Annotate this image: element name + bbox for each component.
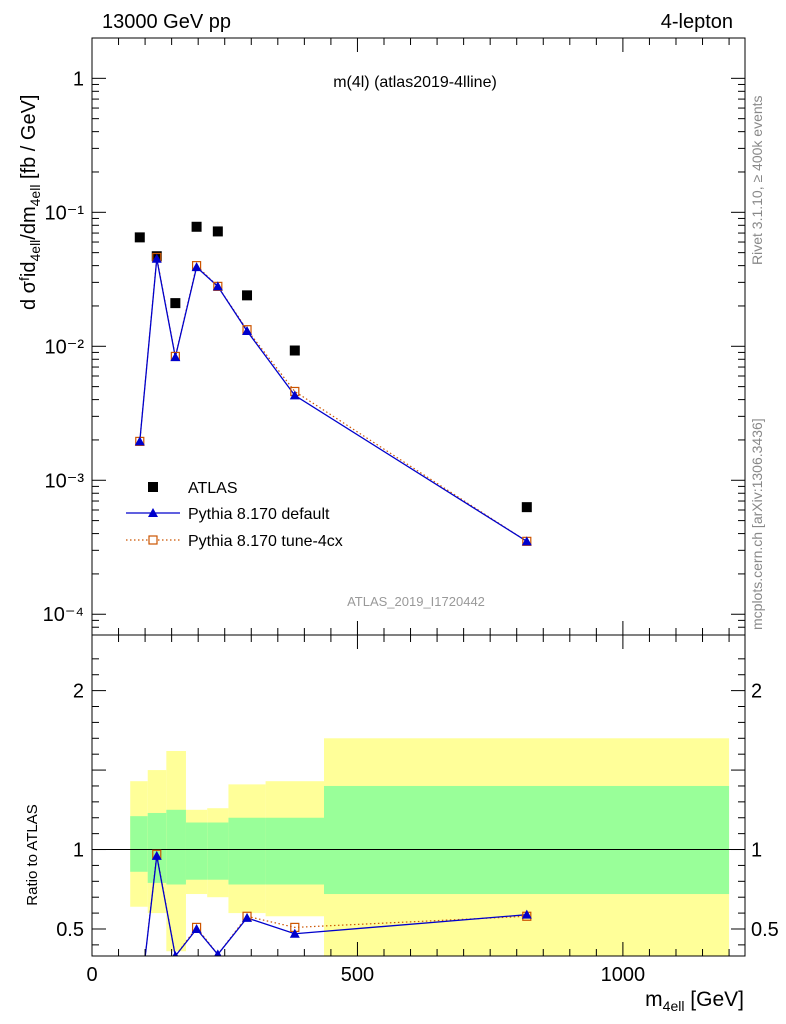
default-point <box>191 262 202 272</box>
inner-band-2 <box>166 809 186 885</box>
ratio-tune4cx-line <box>144 854 527 956</box>
inner-band-1 <box>147 812 167 883</box>
x-axis-label: m4ell [GeV] <box>645 988 744 1014</box>
y-tick-label: 1 <box>73 68 84 90</box>
default-point <box>521 536 532 546</box>
legend-atlas-marker <box>148 482 158 492</box>
plot-title: m(4l) (atlas2019-4lline) <box>333 74 497 91</box>
ratio-y-tick-label: 1 <box>73 840 84 862</box>
default-point <box>242 326 253 336</box>
tune4cx-line <box>139 257 528 542</box>
default-line <box>139 258 528 542</box>
legend-label: ATLAS <box>188 480 238 497</box>
inner-band-0 <box>130 816 148 872</box>
ratio-y-tick-label-right: 0.5 <box>751 919 779 941</box>
inner-band-4 <box>207 822 229 880</box>
ratio-y-tick-label: 2 <box>73 681 84 703</box>
atlas-point <box>170 298 181 309</box>
inner-band-6 <box>265 817 325 885</box>
ratio-ylabel: Ratio to ATLAS <box>24 804 41 905</box>
legend-tune4cx-marker <box>148 535 158 545</box>
y-tick-label: 10⁻¹ <box>45 202 85 224</box>
atlas-point <box>134 232 145 243</box>
ratio-y-tick-label-right: 1 <box>751 840 762 862</box>
default-point <box>170 352 181 362</box>
ratio-default-point <box>214 949 222 956</box>
y-tick-label: 10⁻⁴ <box>43 604 84 626</box>
main-plot-data <box>134 221 532 546</box>
x-tick-label: 0 <box>86 964 97 986</box>
default-point <box>134 436 145 446</box>
ratio-default-point <box>242 912 253 922</box>
default-point <box>289 390 300 400</box>
analysis-label: ATLAS_2019_I1720442 <box>347 594 485 609</box>
inner-band-3 <box>185 822 208 880</box>
inner-band-5 <box>228 817 266 885</box>
atlas-point <box>289 345 300 356</box>
labels: 13000 GeV pp 4-lepton m(4l) (atlas2019-4… <box>16 11 765 1014</box>
atlas-point <box>212 226 223 237</box>
atlas-point <box>521 502 532 513</box>
x-tick-label: 500 <box>341 964 374 986</box>
rivet-label: Rivet 3.1.10, ≥ 400k events <box>749 95 765 265</box>
ratio-plot-data <box>144 849 532 956</box>
ratio-default-point <box>151 850 162 860</box>
axes: 0 500 1000 10⁻⁴ 10⁻³ 10⁻² 10⁻¹ 1 0.5 0.5 1 1 2 2 <box>43 37 779 986</box>
x-tick-label: 1000 <box>601 964 646 986</box>
inner-band-7 <box>324 785 730 895</box>
legend-default-marker <box>148 508 158 517</box>
y-tick-label: 10⁻² <box>45 336 85 358</box>
ratio-default-point <box>172 951 179 956</box>
legend-label: Pythia 8.170 default <box>188 506 330 523</box>
ratio-frame <box>91 634 746 957</box>
ratio-y-tick-label: 0.5 <box>56 919 84 941</box>
y-tick-label: 10⁻³ <box>45 470 85 492</box>
default-point <box>151 253 162 263</box>
main-ylabel: d σfid4ell/dm4ell [fb / GeV] <box>16 95 43 310</box>
atlas-point <box>191 221 202 232</box>
ratio-default-point <box>191 923 202 933</box>
ratio-default-line <box>144 855 527 956</box>
legend-label: Pythia 8.170 tune-4cx <box>188 533 343 550</box>
default-point <box>212 281 223 291</box>
mcplots-label: mcplots.cern.ch [arXiv:1306.3436] <box>749 418 765 630</box>
ratio-default-point <box>289 928 300 938</box>
legend: ATLAS Pythia 8.170 default Pythia 8.170 tu… <box>126 480 343 550</box>
header-right: 4-lepton <box>661 11 733 33</box>
atlas-point <box>242 290 253 301</box>
header-left: 13000 GeV pp <box>102 11 231 33</box>
ratio-y-tick-label-right: 2 <box>751 681 762 703</box>
